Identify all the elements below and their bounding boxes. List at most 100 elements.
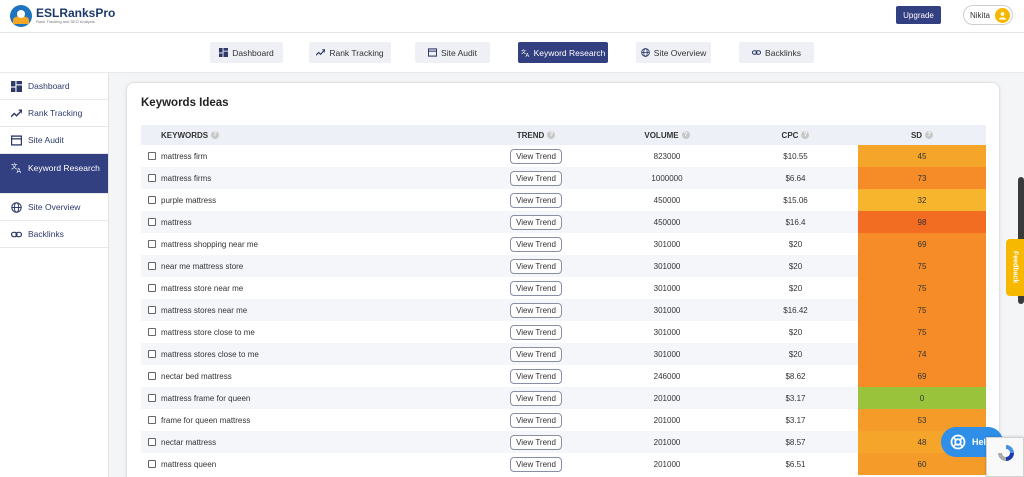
keyword-cell: mattress stores close to me <box>141 343 471 365</box>
view-trend-button[interactable]: View Trend <box>510 302 562 318</box>
view-trend-button[interactable]: View Trend <box>510 456 562 472</box>
view-trend-button[interactable]: View Trend <box>510 390 562 406</box>
info-icon[interactable]: ? <box>925 131 934 140</box>
sidebar-item-dashboard[interactable]: Dashboard <box>0 73 108 100</box>
table-row: nectar mattress View Trend 201000 $8.57 48 <box>141 431 986 453</box>
sd-cell: 74 <box>858 343 986 365</box>
keywords-table: KEYWORDS? TREND? VOLUME? CPC? SD? mattre… <box>141 125 986 475</box>
svg-text:A: A <box>525 53 529 57</box>
view-trend-button[interactable]: View Trend <box>510 434 562 450</box>
sd-cell: 32 <box>858 189 986 211</box>
sidebar-item-label: Site Audit <box>28 135 64 145</box>
brand-logo[interactable]: ESLRanksPro Rank Tracking and SEO Analys… <box>10 5 115 27</box>
row-checkbox[interactable] <box>148 438 156 446</box>
view-trend-button[interactable]: View Trend <box>510 258 562 274</box>
svg-text:文: 文 <box>11 162 18 171</box>
sidebar-item-label: Rank Tracking <box>28 108 83 118</box>
keyword-text: near me mattress store <box>161 261 244 271</box>
keyword-cell: mattress shopping near me <box>141 233 471 255</box>
row-checkbox[interactable] <box>148 306 156 314</box>
col-sd[interactable]: SD? <box>858 125 986 145</box>
col-label: VOLUME <box>644 130 679 140</box>
keywords-card: Keywords Ideas KEYWORDS? TREND? VOLUME? … <box>126 82 1000 477</box>
keyword-cell: purple mattress <box>141 189 471 211</box>
keyword-text: mattress shopping near me <box>161 239 258 249</box>
recaptcha-badge[interactable] <box>986 437 1024 477</box>
volume-cell: 201000 <box>653 459 681 469</box>
row-checkbox[interactable] <box>148 460 156 468</box>
tab-label: Keyword Research <box>533 47 606 58</box>
keyword-text: mattress frame for queen <box>161 393 251 403</box>
volume-cell: 450000 <box>601 211 733 233</box>
row-checkbox[interactable] <box>148 240 156 248</box>
tab-label: Site Audit <box>441 47 477 58</box>
view-trend-button[interactable]: View Trend <box>510 412 562 428</box>
sidebar-item-backlinks[interactable]: Backlinks <box>0 221 108 248</box>
info-icon[interactable]: ? <box>681 131 690 140</box>
row-checkbox[interactable] <box>148 218 156 226</box>
tab-backlinks[interactable]: Backlinks <box>739 42 814 63</box>
upgrade-button[interactable]: Upgrade <box>896 6 941 24</box>
dashboard-icon <box>11 80 22 92</box>
view-trend-button[interactable]: View Trend <box>510 324 562 340</box>
view-trend-button[interactable]: View Trend <box>510 368 562 384</box>
row-checkbox[interactable] <box>148 262 156 270</box>
sidebar-item-site-overview[interactable]: Site Overview <box>0 194 108 221</box>
keyword-text: purple mattress <box>161 195 217 205</box>
tab-site-overview[interactable]: Site Overview <box>636 42 711 63</box>
brand-name: ESLRanksPro <box>36 6 116 20</box>
table-row: frame for queen mattress View Trend 201000… <box>141 409 986 431</box>
view-trend-button[interactable]: View Trend <box>510 346 562 362</box>
col-volume[interactable]: VOLUME? <box>601 125 733 145</box>
cpc-cell: $20 <box>788 283 803 293</box>
volume-cell: 201000 <box>601 387 733 409</box>
info-icon[interactable]: ? <box>547 131 556 140</box>
row-checkbox[interactable] <box>148 152 156 160</box>
sidebar-item-rank-tracking[interactable]: Rank Tracking <box>0 100 108 127</box>
feedback-tab[interactable]: Feedback <box>1006 239 1024 296</box>
cpc-cell: $20 <box>733 343 858 365</box>
view-trend-button[interactable]: View Trend <box>510 214 562 230</box>
tab-site-audit[interactable]: Site Audit <box>415 42 490 63</box>
view-trend-button[interactable]: View Trend <box>510 280 562 296</box>
table-row: mattress firms View Trend 1000000 $6.64 73 <box>141 167 986 189</box>
row-checkbox[interactable] <box>148 196 156 204</box>
row-checkbox[interactable] <box>148 174 156 182</box>
table-body: mattress firm View Trend 823000 $10.55 45 mat… <box>141 145 986 475</box>
tab-rank-tracking[interactable]: Rank Tracking <box>309 42 391 63</box>
table-header: KEYWORDS? TREND? VOLUME? CPC? SD? <box>141 125 986 145</box>
keyword-text: mattress store close to me <box>161 327 255 337</box>
tab-label: Rank Tracking <box>329 47 384 58</box>
col-label: KEYWORDS <box>161 130 209 140</box>
row-checkbox[interactable] <box>148 350 156 358</box>
table-row: mattress firm View Trend 823000 $10.55 45 <box>141 145 986 167</box>
row-checkbox[interactable] <box>148 394 156 402</box>
row-checkbox[interactable] <box>148 328 156 336</box>
tab-dashboard[interactable]: Dashboard <box>210 42 283 63</box>
info-icon[interactable]: ? <box>211 131 220 140</box>
view-trend-button[interactable]: View Trend <box>510 148 562 164</box>
trend-cell: View Trend <box>471 211 601 233</box>
col-cpc[interactable]: CPC? <box>733 125 858 145</box>
user-menu[interactable]: Nikita <box>963 5 1013 25</box>
view-trend-button[interactable]: View Trend <box>510 170 562 186</box>
info-icon[interactable]: ? <box>801 131 810 140</box>
view-trend-button[interactable]: View Trend <box>510 192 562 208</box>
col-label: SD <box>910 130 923 140</box>
user-avatar-icon <box>995 8 1010 23</box>
row-checkbox[interactable] <box>148 416 156 424</box>
sidebar-item-site-audit[interactable]: Site Audit <box>0 127 108 154</box>
col-keywords[interactable]: KEYWORDS? <box>141 125 471 145</box>
row-checkbox[interactable] <box>148 372 156 380</box>
volume-cell: 301000 <box>601 255 733 277</box>
trend-cell: View Trend <box>471 453 601 475</box>
trend-cell: View Trend <box>471 365 601 387</box>
trend-icon <box>11 108 22 117</box>
col-trend[interactable]: TREND? <box>471 125 601 145</box>
table-row: mattress stores near me View Trend 301000 $… <box>141 299 986 321</box>
view-trend-button[interactable]: View Trend <box>510 236 562 252</box>
row-checkbox[interactable] <box>148 284 156 292</box>
